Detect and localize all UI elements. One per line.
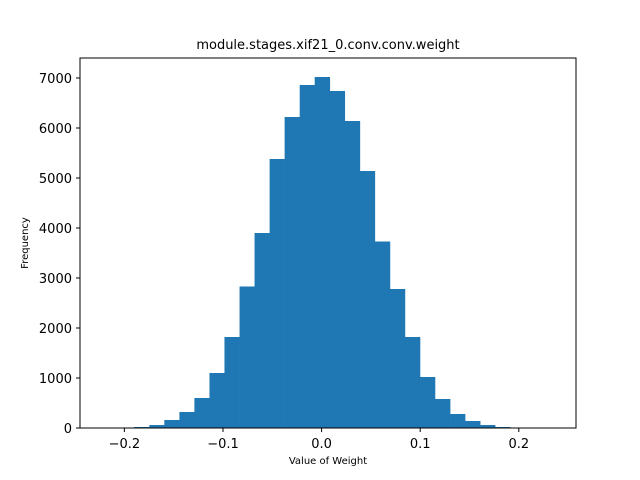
x-tick-label: −0.2 — [109, 437, 141, 452]
y-tick-label: 3000 — [39, 272, 72, 287]
histogram-bar-22 — [434, 399, 451, 428]
x-axis-label: Value of Weight — [289, 456, 367, 467]
histogram-bar-25 — [480, 425, 496, 428]
histogram-bar-6 — [194, 398, 210, 428]
y-tick-label: 4000 — [39, 222, 72, 237]
histogram-bar-18 — [374, 241, 391, 428]
y-tick-label: 5000 — [39, 172, 72, 187]
y-axis-label: Frequency — [20, 217, 31, 269]
histogram-bar-3 — [149, 425, 165, 428]
x-tick-label: 0.1 — [410, 437, 431, 452]
histogram-bar-14 — [314, 77, 331, 428]
histogram-bar-13 — [299, 85, 315, 428]
y-tick-label: 7000 — [39, 72, 72, 87]
x-tick-label: 0.2 — [508, 437, 529, 452]
y-tick-label: 1000 — [39, 372, 72, 387]
y-tick-label: 0 — [64, 422, 72, 437]
histogram-bar-21 — [420, 377, 436, 428]
histogram-bar-5 — [179, 412, 195, 428]
histogram-bar-9 — [239, 286, 255, 428]
plot-frame — [79, 57, 577, 429]
histogram-bar-12 — [284, 117, 300, 428]
x-tick-label: 0.0 — [311, 437, 332, 452]
histogram-bar-23 — [450, 414, 466, 428]
bars-group — [104, 77, 556, 428]
histogram-bar-10 — [254, 233, 270, 428]
y-axis-ticks: 0 1000 2000 3000 4000 5000 6000 7000 — [39, 72, 80, 437]
histogram-bar-17 — [359, 171, 376, 428]
histogram-bar-24 — [465, 421, 481, 428]
chart-title: module.stages.xif21_0.conv.conv.weight — [196, 38, 459, 53]
histogram-bar-11 — [269, 159, 285, 428]
y-tick-label: 2000 — [39, 322, 72, 337]
histogram-bar-15 — [329, 91, 346, 428]
histogram-bar-19 — [389, 289, 406, 428]
histogram-bar-20 — [404, 337, 421, 428]
histogram-bar-7 — [209, 373, 225, 428]
y-tick-label: 6000 — [39, 122, 72, 137]
histogram-bar-16 — [344, 121, 361, 428]
histogram-bar-8 — [224, 337, 240, 428]
x-axis-ticks: −0.2 −0.1 0.0 0.1 0.2 — [109, 428, 529, 452]
histogram-bar-4 — [164, 420, 180, 428]
x-tick-label: −0.1 — [207, 437, 239, 452]
